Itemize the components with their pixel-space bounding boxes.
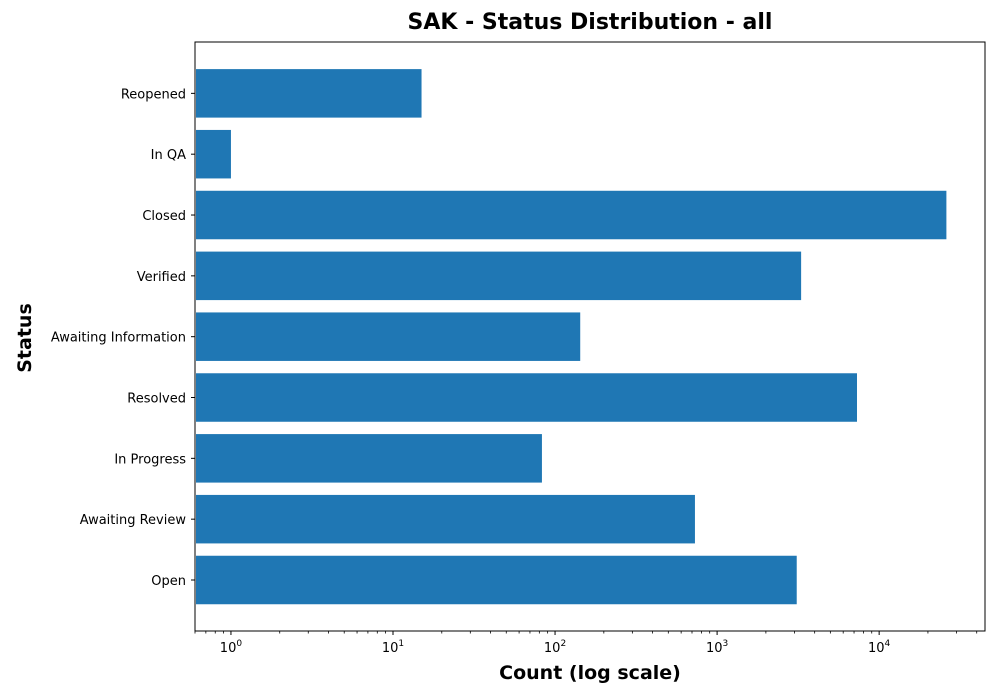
y-tick-label: In Progress — [114, 452, 186, 467]
x-tick-label: 104 — [868, 639, 891, 656]
bar-awaiting-information — [196, 312, 581, 361]
bar-open — [196, 555, 797, 605]
y-tick-label: Open — [151, 574, 186, 589]
y-tick-label: Verified — [137, 270, 186, 285]
bar-verified — [196, 251, 802, 301]
x-tick-label: 100 — [220, 639, 243, 656]
y-tick-label: Closed — [142, 209, 186, 224]
bar-awaiting-review — [196, 494, 695, 544]
y-tick-label: Awaiting Review — [80, 513, 187, 528]
bar-in-qa — [196, 129, 231, 179]
bar-in-progress — [196, 434, 542, 483]
y-axis-ticks: Open Awaiting Review In Progress Resolved Aw… — [51, 87, 195, 589]
bar-resolved — [196, 373, 857, 422]
y-tick-label: Reopened — [121, 87, 186, 102]
chart-title: SAK - Status Distribution - all — [407, 10, 773, 35]
x-tick-label: 103 — [706, 639, 728, 656]
x-axis-ticks: 100 101 102 103 104 — [194, 631, 978, 656]
bar-closed — [196, 190, 947, 240]
y-tick-label: In QA — [151, 148, 186, 163]
y-tick-label: Awaiting Information — [51, 331, 186, 346]
y-axis-label: Status — [14, 303, 36, 373]
y-tick-label: Resolved — [127, 392, 186, 407]
x-tick-label: 102 — [544, 639, 566, 656]
bar-reopened — [196, 69, 422, 118]
x-axis-label: Count (log scale) — [499, 662, 681, 684]
x-tick-label: 101 — [382, 639, 404, 656]
bars — [196, 69, 947, 605]
